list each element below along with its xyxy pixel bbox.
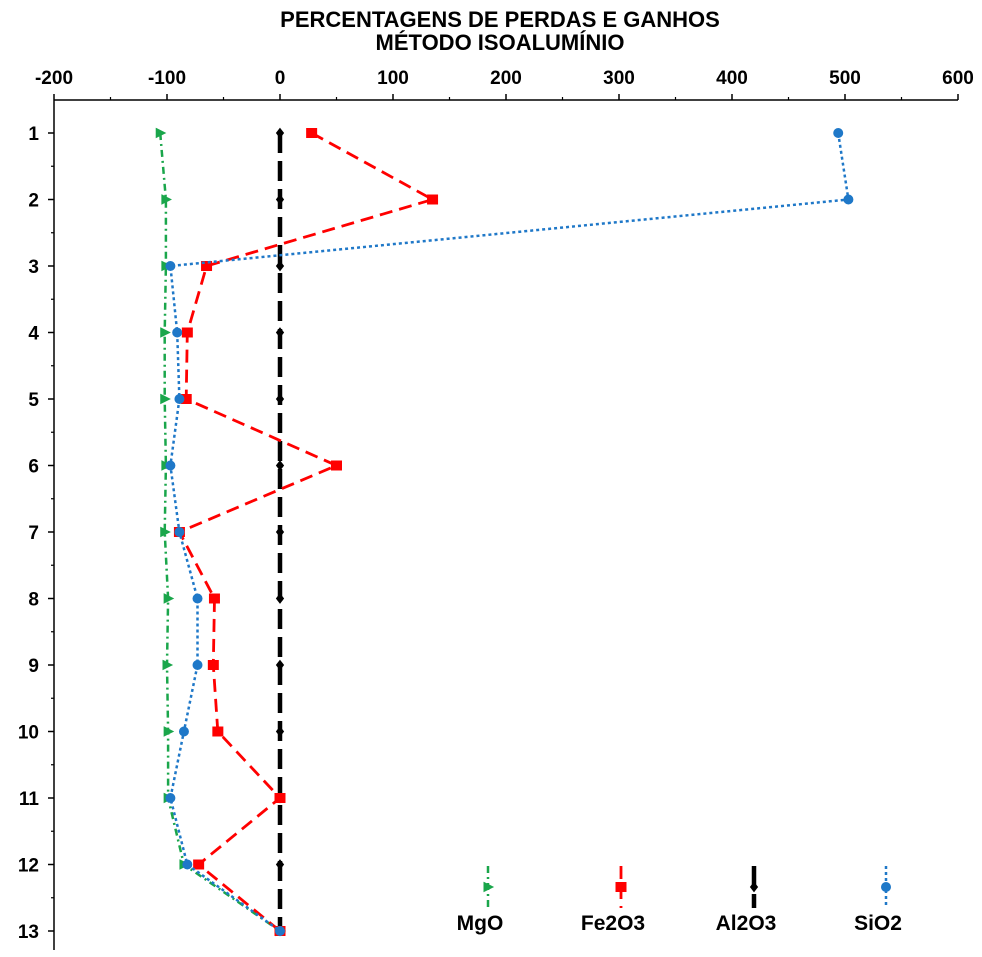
data-point-sio2	[833, 128, 844, 138]
data-point-fe2o3	[331, 460, 342, 471]
data-point-al2o3	[275, 327, 285, 338]
series-sio2	[165, 128, 854, 936]
x-tick-label: 500	[829, 68, 861, 89]
legend-marker-fe2o3	[615, 882, 627, 892]
x-tick-label: 200	[490, 68, 522, 89]
data-point-mgo	[163, 593, 175, 604]
data-point-sio2	[165, 460, 176, 471]
data-point-fe2o3	[207, 660, 219, 670]
legend-item-sio2: SiO2	[854, 866, 902, 935]
legend-marker-mgo	[483, 881, 495, 893]
legend: MgO Fe2O3 Al2O3 SiO2	[457, 866, 902, 935]
chart-title-line-2: MÉTODO ISOALUMÍNIO	[376, 30, 625, 55]
series-line-sio2	[169, 132, 850, 933]
data-point-sio2	[843, 194, 854, 205]
legend-label-sio2: SiO2	[854, 912, 902, 935]
legend-label-mgo: MgO	[457, 912, 504, 935]
y-tick-label: 11	[19, 789, 40, 810]
data-point-fe2o3	[201, 261, 213, 271]
x-tick-label: 300	[603, 68, 635, 89]
x-tick-label: 400	[716, 68, 748, 89]
y-tick-label: 12	[18, 856, 39, 877]
data-point-al2o3	[275, 393, 285, 405]
data-point-fe2o3	[208, 593, 220, 604]
y-tick-label: 7	[28, 523, 39, 544]
data-point-mgo	[161, 194, 172, 205]
y-tick-label: 6	[28, 457, 39, 478]
legend-item-al2o3: Al2O3	[716, 866, 777, 935]
legend-label-al2o3: Al2O3	[716, 912, 777, 935]
legend-marker-al2o3	[749, 881, 759, 893]
data-point-al2o3	[275, 593, 285, 604]
data-point-al2o3	[275, 659, 285, 671]
data-point-sio2	[172, 327, 183, 338]
series-fe2o3	[173, 128, 439, 936]
data-point-sio2	[165, 793, 176, 803]
data-point-mgo	[155, 127, 167, 139]
y-tick-label: 8	[28, 590, 39, 611]
data-point-mgo	[162, 659, 174, 671]
data-point-fe2o3	[427, 194, 439, 205]
legend-item-fe2o3: Fe2O3	[581, 866, 645, 935]
data-point-mgo	[160, 327, 171, 338]
y-tick-label: 1	[28, 124, 39, 145]
legend-item-mgo: MgO	[457, 866, 504, 935]
series-layer	[155, 127, 854, 937]
data-point-mgo	[163, 726, 175, 737]
chart-title: PERCENTAGENS DE PERDAS E GANHOS MÉTODO I…	[280, 7, 720, 55]
x-tick-label: -100	[148, 68, 186, 89]
y-tick-label: 5	[28, 390, 39, 411]
data-point-al2o3	[275, 260, 285, 272]
y-tick-label: 2	[28, 191, 39, 212]
data-point-al2o3	[275, 726, 285, 737]
data-point-mgo	[160, 526, 171, 538]
data-point-sio2	[174, 394, 185, 404]
y-tick-label: 10	[18, 723, 39, 744]
chart-title-line-1: PERCENTAGENS DE PERDAS E GANHOS	[280, 7, 720, 32]
data-point-fe2o3	[212, 726, 224, 737]
data-point-al2o3	[275, 859, 285, 870]
y-tick-label: 4	[28, 324, 39, 345]
legend-marker-sio2	[881, 882, 891, 892]
data-point-al2o3	[275, 127, 285, 139]
x-tick-label: 0	[275, 68, 286, 89]
y-tick-label: 9	[28, 656, 39, 677]
data-point-al2o3	[275, 460, 285, 471]
data-point-sio2	[182, 859, 193, 870]
data-point-sio2	[165, 261, 176, 271]
x-tick-label: 100	[377, 68, 409, 89]
data-point-sio2	[178, 726, 189, 737]
x-tick-label: 600	[942, 68, 974, 89]
data-point-fe2o3	[274, 793, 286, 803]
x-tick-label: -200	[35, 68, 73, 89]
data-point-sio2	[192, 593, 203, 604]
y-tick-label: 13	[18, 922, 39, 943]
legend-label-fe2o3: Fe2O3	[581, 912, 645, 935]
data-point-fe2o3	[306, 128, 318, 138]
axes: -200 -100 0 100 200 300 400 500 6001234567891011…	[18, 68, 974, 950]
data-point-sio2	[275, 926, 285, 936]
data-point-mgo	[160, 393, 171, 405]
y-tick-label: 3	[28, 257, 39, 278]
data-point-al2o3	[275, 194, 285, 205]
data-point-al2o3	[275, 526, 285, 538]
data-point-fe2o3	[181, 327, 193, 338]
data-point-fe2o3	[193, 859, 205, 870]
data-point-sio2	[174, 527, 185, 537]
series-al2o3	[275, 127, 285, 937]
data-point-sio2	[192, 660, 203, 670]
